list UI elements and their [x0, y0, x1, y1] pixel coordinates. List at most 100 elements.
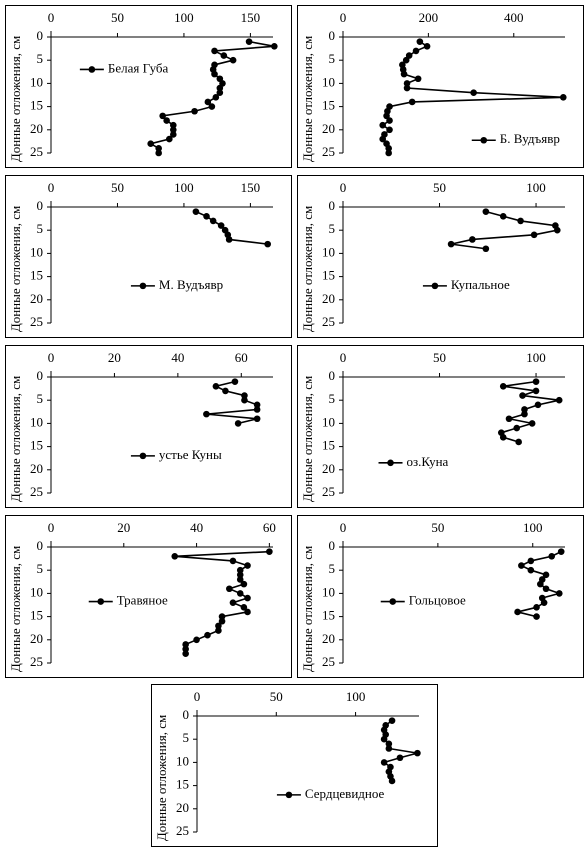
- data-point: [236, 576, 244, 583]
- y-tick-label: 5: [329, 221, 336, 236]
- legend-label: оз.Куна: [407, 454, 449, 469]
- data-point: [271, 42, 278, 50]
- panel-frame: [297, 5, 584, 168]
- legend-label: устье Куны: [159, 447, 222, 462]
- data-point: [244, 594, 251, 602]
- y-axis-label: Донные отложения, см: [300, 36, 315, 162]
- data-point: [515, 438, 522, 446]
- y-tick-label: 0: [183, 707, 190, 722]
- data-point: [553, 226, 561, 234]
- data-point: [388, 717, 396, 724]
- data-point: [447, 240, 455, 248]
- data-point: [244, 562, 251, 569]
- data-point: [414, 75, 422, 83]
- legend-label: Гольцовое: [409, 593, 466, 608]
- legend-marker: [480, 136, 488, 144]
- y-tick-label: 0: [329, 538, 336, 553]
- data-point: [400, 70, 408, 78]
- x-tick-label: 50: [270, 689, 283, 704]
- data-point: [555, 396, 563, 404]
- data-point: [191, 107, 198, 115]
- data-point: [542, 585, 550, 593]
- legend-label: Б. Вудъявр: [500, 131, 560, 146]
- x-tick-label: 50: [431, 520, 444, 535]
- y-tick-label: 5: [37, 51, 44, 66]
- data-point: [518, 562, 525, 569]
- y-axis-label: Донные отложения, см: [8, 206, 23, 332]
- data-point: [527, 566, 535, 574]
- data-point: [236, 566, 244, 574]
- y-tick-label: 25: [322, 144, 335, 159]
- data-point: [521, 406, 528, 413]
- x-tick-label: 0: [340, 520, 347, 535]
- y-tick-label: 10: [322, 74, 335, 89]
- panel-frame: [5, 345, 292, 508]
- y-tick-label: 15: [322, 438, 335, 453]
- data-point: [379, 135, 387, 143]
- data-point: [499, 434, 507, 441]
- y-tick-label: 5: [37, 221, 44, 236]
- y-axis-label: Донные отложения, см: [300, 546, 315, 672]
- data-point: [203, 410, 210, 418]
- data-point: [203, 212, 210, 220]
- x-tick-label: 150: [241, 180, 261, 195]
- x-tick-label: 60: [235, 350, 248, 365]
- data-point: [403, 84, 411, 92]
- legend-marker: [88, 66, 96, 73]
- data-point: [218, 613, 226, 620]
- data-point: [229, 56, 237, 64]
- x-tick-label: 40: [190, 520, 203, 535]
- y-tick-label: 15: [30, 608, 43, 623]
- data-point: [222, 387, 229, 395]
- y-tick-label: 20: [30, 291, 43, 306]
- y-tick-label: 15: [30, 268, 43, 283]
- panel-frame: [5, 175, 292, 338]
- y-tick-label: 20: [30, 121, 43, 136]
- data-point: [540, 599, 548, 606]
- x-tick-label: 50: [111, 10, 124, 25]
- data-point: [469, 236, 476, 243]
- x-tick-label: 50: [433, 180, 446, 195]
- data-point: [182, 650, 189, 658]
- y-tick-label: 10: [30, 414, 43, 429]
- x-tick-label: 0: [48, 10, 55, 25]
- data-point: [380, 759, 388, 766]
- y-tick-label: 10: [30, 584, 43, 599]
- y-tick-label: 0: [329, 28, 336, 43]
- panel-frame: [5, 5, 292, 168]
- data-point: [209, 217, 217, 225]
- data-point: [519, 392, 526, 399]
- data-point: [530, 231, 538, 239]
- data-point: [264, 240, 271, 248]
- data-point: [216, 84, 224, 92]
- data-point: [385, 149, 392, 157]
- data-point: [414, 749, 421, 757]
- data-point: [211, 70, 218, 78]
- x-tick-label: 0: [48, 350, 55, 365]
- data-point: [244, 608, 251, 616]
- data-point: [204, 98, 212, 106]
- x-tick-label: 20: [117, 520, 130, 535]
- data-point: [402, 56, 410, 64]
- data-point: [212, 94, 220, 101]
- data-point: [159, 112, 166, 120]
- data-point: [234, 420, 242, 427]
- panel-frame: [5, 515, 292, 678]
- y-tick-label: 5: [183, 730, 190, 745]
- x-tick-label: 100: [174, 10, 194, 25]
- legend-label: Сердцевидное: [305, 786, 385, 801]
- data-point: [388, 777, 396, 785]
- legend-marker: [389, 598, 397, 605]
- x-tick-label: 60: [263, 520, 276, 535]
- x-tick-label: 20: [108, 350, 121, 365]
- data-point: [416, 38, 424, 45]
- y-tick-label: 15: [176, 777, 189, 792]
- x-tick-label: 400: [504, 10, 524, 25]
- data-point: [396, 754, 404, 762]
- data-point: [204, 631, 211, 639]
- data-point: [266, 548, 273, 555]
- y-tick-label: 5: [329, 391, 336, 406]
- data-line: [174, 550, 270, 654]
- x-tick-label: 50: [111, 180, 124, 195]
